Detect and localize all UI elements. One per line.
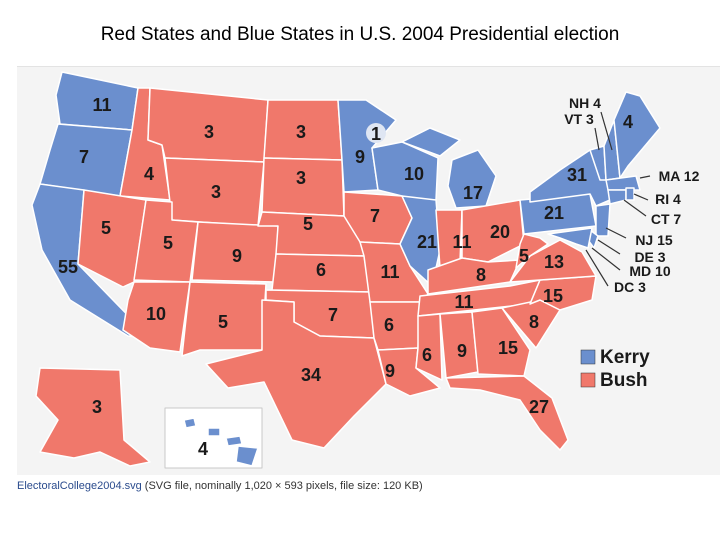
state-me [613,91,661,179]
state-oh [461,199,525,263]
label-co: 9 [232,246,242,266]
label-nc: 15 [543,286,563,306]
label-mt: 3 [204,122,214,142]
split-vote-marker [366,123,386,143]
label-va: 13 [544,252,564,272]
state-hi-4 [235,445,259,467]
label-ms: 6 [422,345,432,365]
label-mo: 11 [380,262,399,282]
legend-label-bush: Bush [600,370,648,391]
state-nv [77,189,147,288]
callout-nh: NH 4 [569,95,601,111]
label-ar: 6 [384,315,394,335]
callout-ri: RI 4 [655,191,681,207]
state-mi-up [401,127,461,157]
callout-md: MD 10 [629,263,670,279]
label-nv: 5 [101,218,111,238]
label-nd: 3 [296,122,306,142]
legend-swatch-kerry [580,349,596,365]
state-hi-3 [225,435,243,447]
label-wa: 11 [92,95,111,115]
label-ne: 5 [303,214,313,234]
state-il [399,195,441,287]
label-ut: 5 [163,233,173,253]
label-id: 4 [144,164,154,184]
state-nm [181,281,267,357]
state-fl [445,375,569,451]
state-tx [205,299,387,449]
state-hi-2 [207,427,221,437]
map-legend: Kerry Bush [580,347,650,391]
state-ct [607,189,627,205]
label-wy: 3 [211,182,221,202]
label-sd: 3 [296,168,306,188]
file-info: (SVG file, nominally 1,020 × 593 pixels,… [141,480,423,492]
label-ia: 7 [370,206,380,226]
state-hi-1 [183,417,197,429]
state-ri [625,187,635,201]
callout-vt: VT 3 [564,111,594,127]
label-or: 7 [79,147,89,167]
callout-ma: MA 12 [659,168,700,184]
label-wv: 5 [519,246,529,266]
label-mn-split: 1 [371,124,381,144]
file-link[interactable]: ElectoralCollege2004.svg [17,480,142,492]
label-ca: 55 [58,257,78,277]
label-nm: 5 [218,312,228,332]
file-caption: ElectoralCollege2004.svg (SVG file, nomi… [17,480,423,492]
state-md [547,227,593,249]
label-hi: 4 [198,439,208,459]
legend-swatch-bush [580,372,596,388]
label-ny: 31 [567,165,587,185]
label-al: 9 [457,341,467,361]
callout-de: DE 3 [634,249,665,265]
label-mn: 9 [355,147,365,167]
label-pa: 21 [544,203,564,223]
us-electoral-map: 11 7 55 4 5 3 3 5 9 10 5 3 3 5 6 7 34 9 … [31,71,700,469]
callout-ct: CT 7 [651,211,682,227]
callout-nj: NJ 15 [635,232,673,248]
state-ak [35,367,151,467]
label-ok: 7 [328,305,338,325]
label-ak: 3 [92,397,102,417]
label-tx: 34 [301,365,321,385]
label-mi: 17 [463,183,483,203]
label-sc: 8 [529,312,539,332]
label-la: 9 [385,361,395,381]
label-az: 10 [146,304,166,324]
label-wi: 10 [404,164,424,184]
state-nj [595,203,611,237]
state-ar [369,301,421,351]
label-ks: 6 [316,260,326,280]
callout-dc: DC 3 [614,279,646,295]
legend-label-kerry: Kerry [600,347,650,368]
label-ky: 8 [476,265,486,285]
label-ga: 15 [498,338,518,358]
map-title: Red States and Blue States in U.S. 2004 … [100,24,620,45]
label-il: 21 [417,232,437,252]
label-me: 4 [623,112,633,132]
label-tn: 11 [454,292,473,312]
state-ma [605,175,641,191]
state-ms [415,313,443,381]
state-ga [471,307,531,377]
label-fl: 27 [529,397,549,417]
label-oh: 20 [490,222,510,242]
label-in: 11 [452,232,471,252]
